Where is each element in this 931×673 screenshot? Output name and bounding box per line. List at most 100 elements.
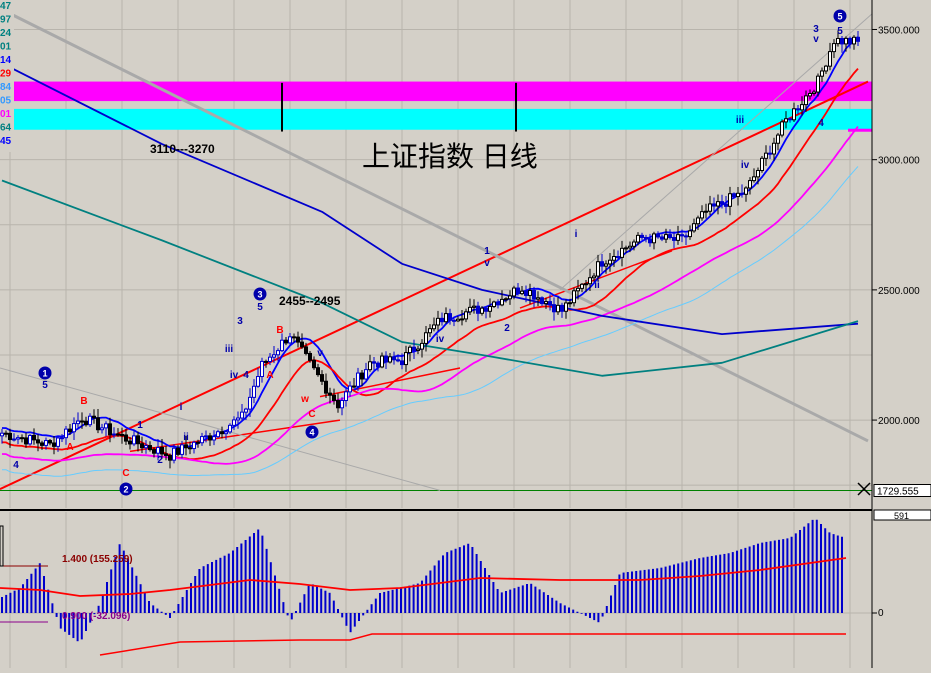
- candle-body: [368, 361, 372, 371]
- candle-body: [432, 324, 436, 330]
- zone-band-magenta: [0, 81, 872, 102]
- candle-body: [340, 399, 344, 409]
- candle-body: [44, 440, 48, 446]
- candle-body: [632, 241, 636, 247]
- candle-body: [252, 385, 256, 398]
- candle-body: [608, 259, 612, 265]
- wave-label: B: [80, 396, 87, 407]
- candle-body: [812, 91, 816, 94]
- oscillator-panel: [0, 509, 931, 668]
- candle-body: [468, 306, 472, 313]
- wave-circle-1: [38, 366, 52, 380]
- candle-body: [392, 356, 396, 361]
- candle-body: [64, 428, 68, 439]
- candle-body: [320, 374, 324, 382]
- candle-body: [364, 369, 368, 380]
- candle-body: [668, 234, 672, 239]
- oscillator-left-box: [0, 525, 4, 567]
- candle-body: [108, 423, 112, 436]
- candle-body: [76, 420, 80, 425]
- candle-body: [88, 415, 92, 426]
- candle-body: [140, 443, 144, 449]
- candle-body: [556, 304, 560, 313]
- candle-body: [284, 339, 288, 344]
- red-trend-line: [129, 419, 341, 453]
- candle-body: [168, 454, 172, 461]
- candle-body: [60, 437, 64, 440]
- left-edge-label: 64: [0, 123, 12, 134]
- candle-body: [292, 336, 296, 339]
- candle-body: [220, 431, 224, 435]
- candle-body: [520, 290, 524, 295]
- candle-body: [576, 287, 580, 292]
- ma-longest-line: [1, 179, 859, 377]
- candle-body: [336, 399, 340, 409]
- candle-body: [376, 362, 380, 368]
- candle-body: [500, 298, 504, 306]
- candle-body: [212, 436, 216, 441]
- candle-body: [0, 432, 4, 437]
- range-annotation-lower: 2455--2495: [279, 294, 341, 308]
- current-price-box: [873, 484, 931, 497]
- wave-label: 2: [504, 323, 510, 334]
- wave-label: iv: [436, 334, 445, 345]
- candle-body: [68, 428, 72, 433]
- candle-body: [684, 235, 688, 238]
- current-price-label: 1729.555: [877, 487, 919, 498]
- candle-body: [116, 433, 120, 436]
- candle-body: [56, 437, 60, 447]
- price-axis: 3500.000 3000.000 2500.000 2000.000 1729.555…: [871, 0, 931, 668]
- candle-body: [752, 176, 756, 182]
- candle-body: [372, 361, 376, 364]
- candle-body: [732, 193, 736, 198]
- candle-body: [256, 376, 260, 387]
- candle-body: [836, 37, 840, 45]
- candle-body: [768, 152, 772, 155]
- axis-tick-label: 2500.000: [878, 286, 920, 297]
- candle-body: [476, 305, 480, 314]
- candle-body: [184, 444, 188, 449]
- candle-body: [832, 43, 836, 53]
- candle-body: [420, 342, 424, 350]
- candle-body: [92, 415, 96, 419]
- candle-body: [452, 319, 456, 322]
- wave-label: 5: [257, 302, 263, 313]
- candle-body: [688, 230, 692, 238]
- wave-label: 5: [42, 380, 48, 391]
- candle-body: [264, 360, 268, 363]
- candle-body: [600, 261, 604, 267]
- candle-body: [616, 255, 620, 258]
- candle-body: [508, 295, 512, 300]
- candle-body: [808, 92, 812, 97]
- candle-body: [80, 420, 84, 423]
- ma-slow-line: [1, 125, 859, 465]
- left-edge-label: 84: [0, 82, 12, 93]
- candle-body: [96, 417, 100, 431]
- candle-body: [104, 423, 108, 429]
- candle-body: [136, 435, 140, 445]
- wave-label: 3: [237, 316, 243, 327]
- candle-body: [84, 420, 88, 426]
- oscillator-lower-annotation: 0.900 (-32.096): [62, 611, 130, 622]
- candle-body: [384, 355, 388, 363]
- candle-body: [756, 169, 760, 178]
- wave-circle-2: [119, 482, 133, 496]
- candle-body: [620, 247, 624, 258]
- candle-body: [596, 261, 600, 277]
- candle-body: [424, 332, 428, 344]
- wave-circle-number: 5: [837, 12, 842, 22]
- wave-label: 4: [13, 460, 19, 471]
- axis-tick-label: 3000.000: [878, 156, 920, 167]
- candle-body: [300, 341, 304, 348]
- wave-label: 5: [837, 26, 843, 37]
- cursor-cross: [857, 482, 871, 496]
- candle-body: [512, 287, 516, 297]
- candle-body: [120, 433, 124, 436]
- wave-label: iv: [741, 160, 750, 171]
- candle-body: [156, 446, 160, 454]
- candle-body: [280, 339, 284, 352]
- trend-lines: [0, 7, 873, 491]
- wave-label: C: [122, 468, 129, 479]
